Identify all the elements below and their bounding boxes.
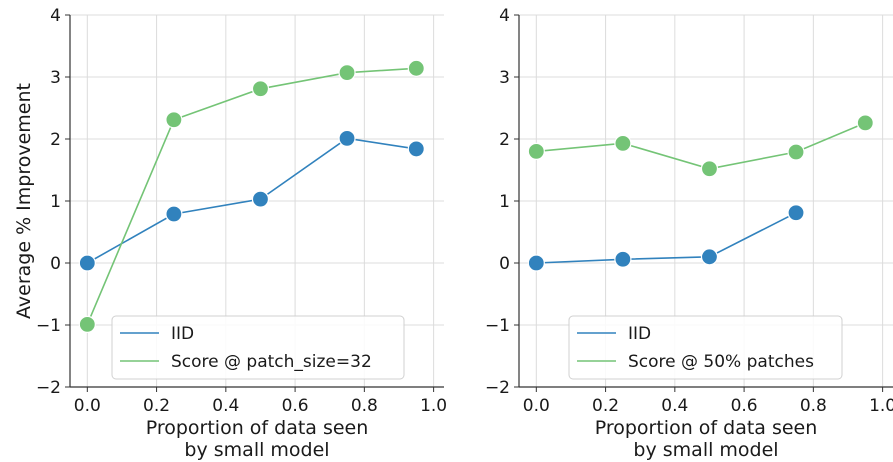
- y-tick-label: 3: [499, 68, 510, 88]
- y-tick-label: −1: [485, 316, 510, 336]
- data-point: [338, 64, 356, 82]
- data-point: [856, 114, 874, 132]
- legend-entry: Score @ patch_size=32: [171, 352, 372, 372]
- y-tick-label: 2: [499, 130, 510, 150]
- data-point: [614, 250, 632, 268]
- left-chart-panel: 0.0 0.2 0.4 0.6 0.8 1.0 −2 −1 0 1 2 3 4 Proportion of…: [13, 6, 447, 461]
- data-point: [165, 205, 183, 223]
- data-point: [407, 140, 425, 158]
- x-axis-label: Proportion of data seen: [595, 417, 818, 439]
- x-tick-label: 0.8: [800, 396, 827, 416]
- series-line: [536, 122, 866, 170]
- y-tick-label: −2: [485, 378, 510, 398]
- y-tick-label: 1: [499, 192, 510, 212]
- legend-entry: Score @ 50% patches: [628, 352, 814, 372]
- legend: IID Score @ patch_size=32: [111, 315, 405, 380]
- series-1: [78, 59, 425, 333]
- series-1: [527, 114, 874, 178]
- data-point: [527, 254, 545, 272]
- x-tick-label: 0.4: [212, 396, 239, 416]
- legend-entry: IID: [628, 324, 651, 344]
- y-tick-label: 0: [499, 254, 510, 274]
- legend-entry: IID: [171, 324, 194, 344]
- data-point: [78, 254, 96, 272]
- legend: IID Score @ 50% patches: [568, 315, 843, 380]
- series-line: [86, 67, 417, 325]
- data-point: [407, 59, 425, 77]
- y-tick-label: 1: [50, 192, 61, 212]
- x-axis-label: by small model: [184, 439, 329, 461]
- y-tick-label: 4: [50, 6, 61, 26]
- x-tick-label: 1.0: [420, 396, 447, 416]
- x-tick-label: 0.6: [731, 396, 758, 416]
- data-point: [700, 160, 719, 178]
- legend-box: [568, 315, 843, 380]
- legend-box: [111, 315, 405, 380]
- y-tick-label: 4: [499, 6, 510, 26]
- data-point: [165, 111, 183, 129]
- x-tick-label: 0.6: [282, 396, 309, 416]
- y-tick-label: −1: [36, 316, 61, 336]
- data-point: [700, 248, 719, 266]
- right-chart-panel: 0.0 0.2 0.4 0.6 0.8 1.0 −2 −1 0 1 2 3 4 Proportion of…: [485, 6, 893, 461]
- y-tick-label: 3: [50, 68, 61, 88]
- y-axis-label: Average % Improvement: [13, 83, 35, 319]
- x-tick-label: 0.0: [74, 396, 101, 416]
- series-0: [527, 204, 805, 272]
- x-axis-label: by small model: [633, 439, 778, 461]
- x-axis-label: Proportion of data seen: [146, 417, 369, 439]
- x-tick-label: 0.2: [592, 396, 619, 416]
- x-tick-label: 0.2: [143, 396, 170, 416]
- x-tick-label: 0.8: [351, 396, 378, 416]
- data-point: [78, 315, 96, 333]
- y-tick-label: 2: [50, 130, 61, 150]
- data-point: [787, 204, 805, 222]
- y-tick-label: 0: [50, 254, 61, 274]
- x-tick-label: 0.4: [661, 396, 688, 416]
- x-tick-label: 1.0: [869, 396, 893, 416]
- data-point: [251, 80, 270, 98]
- x-tick-label: 0.0: [523, 396, 550, 416]
- series-0: [78, 129, 425, 272]
- data-point: [527, 142, 545, 160]
- grid: [70, 14, 444, 388]
- data-point: [787, 143, 805, 161]
- data-point: [338, 129, 356, 147]
- data-point: [251, 190, 270, 208]
- data-point: [614, 134, 632, 152]
- series-line: [536, 212, 797, 264]
- y-tick-label: −2: [36, 378, 61, 398]
